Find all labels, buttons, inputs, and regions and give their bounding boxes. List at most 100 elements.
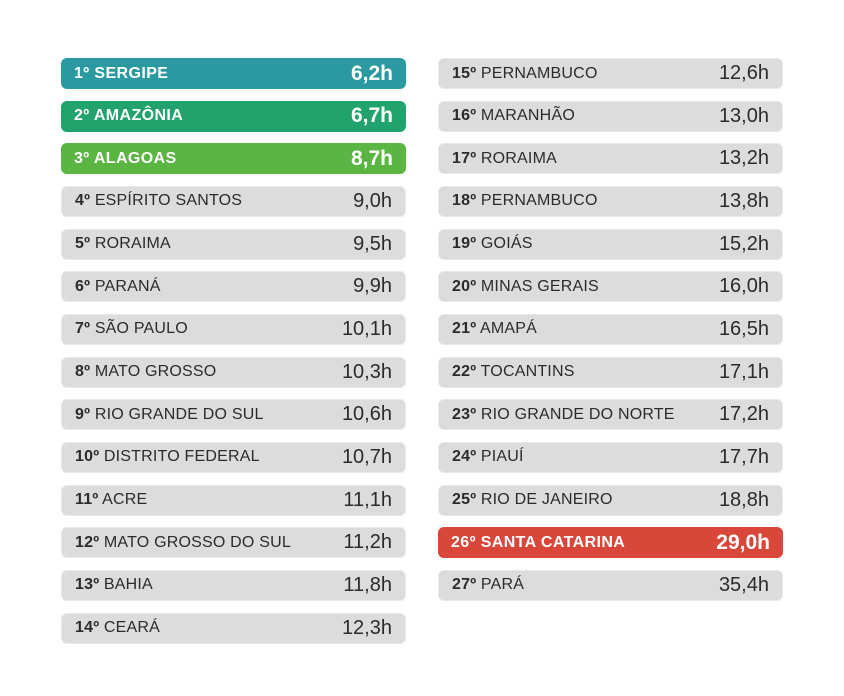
rank-number: 24º [452, 448, 477, 466]
state-name: SERGIPE [94, 64, 169, 82]
ranking-row: 11º ACRE 11,1h [61, 484, 406, 516]
rank-number: 26º [451, 533, 476, 551]
hours-value: 8,7h [350, 146, 393, 170]
ranking-row: 21º AMAPÁ 16,5h [438, 313, 783, 345]
hours-value: 9,9h [353, 275, 392, 298]
state-label: 1º SERGIPE [74, 65, 168, 83]
rank-number: 22º [452, 363, 477, 381]
ranking-row: 20º MINAS GERAIS 16,0h [438, 271, 783, 303]
rank-number: 25º [452, 491, 477, 509]
hours-value: 17,1h [718, 360, 769, 383]
ranking-row: 17º RORAIMA 13,2h [438, 143, 783, 175]
rank-number: 17º [452, 149, 477, 167]
state-name: PERNAMBUCO [480, 64, 598, 82]
state-name: GOIÁS [480, 235, 533, 253]
ranking-column-right: 15º PERNAMBUCO 12,6h 16º MARANHÃO 13,0h 17º … [438, 58, 783, 613]
state-name: RIO GRANDE DO NORTE [480, 405, 675, 423]
hours-value: 18,8h [718, 488, 769, 511]
rank-number: 12º [75, 533, 100, 551]
ranking-row: 18º PERNAMBUCO 13,8h [438, 185, 783, 217]
hours-value: 13,8h [718, 189, 769, 212]
state-label: 8º MATO GROSSO [75, 363, 216, 381]
hours-value: 9,0h [353, 189, 392, 212]
ranking-row: 5º RORAIMA 9,5h [61, 228, 406, 260]
ranking-row: 14º CEARÁ 12,3h [61, 612, 406, 644]
rank-number: 27º [452, 576, 477, 594]
hours-value: 12,6h [718, 62, 769, 84]
state-label: 11º ACRE [75, 491, 147, 509]
ranking-row: 9º RIO GRANDE DO SUL 10,6h [61, 399, 406, 431]
state-label: 6º PARANÁ [75, 278, 161, 296]
state-name: DISTRITO FEDERAL [103, 448, 260, 466]
ranking-row: 1º SERGIPE 6,2h [61, 58, 406, 89]
state-label: 22º TOCANTINS [452, 363, 575, 381]
state-label: 7º SÃO PAULO [75, 320, 188, 338]
state-name: SANTA CATARINA [480, 533, 626, 551]
rank-number: 19º [452, 235, 477, 253]
state-name: AMAZÔNIA [93, 107, 184, 125]
ranking-row: 13º BAHIA 11,8h [61, 569, 406, 601]
hours-value: 17,7h [718, 445, 769, 468]
ranking-row: 8º MATO GROSSO 10,3h [61, 356, 406, 388]
state-label: 12º MATO GROSSO DO SUL [75, 534, 291, 552]
state-label: 24º PIAUÍ [452, 448, 524, 466]
ranking-row: 27º PARÁ 35,4h [438, 569, 783, 601]
hours-value: 10,7h [341, 445, 392, 468]
rank-number: 20º [452, 277, 477, 295]
hours-value: 13,0h [718, 104, 769, 127]
state-label: 9º RIO GRANDE DO SUL [75, 406, 264, 424]
hours-value: 9,5h [353, 232, 392, 255]
state-name: PARANÁ [94, 277, 161, 295]
state-label: 10º DISTRITO FEDERAL [75, 448, 260, 466]
rank-number: 18º [452, 192, 477, 210]
rank-number: 3º [74, 149, 90, 167]
state-name: RIO DE JANEIRO [480, 491, 613, 509]
state-name: BAHIA [103, 576, 153, 594]
rank-number: 14º [75, 619, 100, 637]
ranking-row: 19º GOIÁS 15,2h [438, 228, 783, 260]
state-label: 13º BAHIA [75, 576, 153, 594]
state-name: AMAPÁ [480, 320, 538, 338]
rank-number: 4º [75, 192, 91, 210]
state-label: 25º RIO DE JANEIRO [452, 491, 613, 509]
rank-number: 13º [75, 576, 100, 594]
ranking-row: 26º SANTA CATARINA 29,0h [438, 527, 783, 559]
rank-number: 21º [452, 320, 477, 338]
state-label: 21º AMAPÁ [452, 320, 537, 338]
ranking-row: 12º MATO GROSSO DO SUL 11,2h [61, 527, 406, 559]
state-name: MATO GROSSO [94, 363, 217, 381]
hours-value: 10,1h [341, 317, 392, 340]
hours-value: 16,5h [718, 317, 769, 340]
state-name: PIAUÍ [480, 448, 524, 466]
ranking-row: 22º TOCANTINS 17,1h [438, 356, 783, 388]
rank-number: 5º [75, 235, 91, 253]
state-label: 16º MARANHÃO [452, 107, 575, 125]
state-name: RORAIMA [480, 149, 557, 167]
state-label: 3º ALAGOAS [74, 150, 177, 168]
state-name: MATO GROSSO DO SUL [103, 533, 291, 551]
hours-value: 29,0h [716, 530, 770, 554]
state-label: 5º RORAIMA [75, 235, 171, 253]
state-label: 14º CEARÁ [75, 619, 160, 637]
state-name: PERNAMBUCO [480, 192, 598, 210]
hours-value: 11,2h [343, 531, 392, 554]
state-name: ACRE [102, 491, 148, 509]
ranking-row: 3º ALAGOAS 8,7h [61, 143, 406, 175]
state-label: 19º GOIÁS [452, 235, 533, 253]
hours-value: 13,2h [718, 147, 769, 170]
rank-number: 10º [75, 448, 100, 466]
state-name: RIO GRANDE DO SUL [94, 405, 264, 423]
state-label: 15º PERNAMBUCO [452, 65, 598, 83]
rank-number: 15º [452, 64, 477, 82]
ranking-row: 6º PARANÁ 9,9h [61, 271, 406, 303]
state-name: CEARÁ [103, 619, 161, 637]
hours-value: 10,6h [341, 403, 392, 426]
ranking-row: 16º MARANHÃO 13,0h [438, 100, 783, 132]
state-label: 26º SANTA CATARINA [451, 534, 625, 552]
rank-number: 1º [74, 64, 90, 82]
state-label: 2º AMAZÔNIA [74, 107, 183, 125]
ranking-row: 25º RIO DE JANEIRO 18,8h [438, 484, 783, 516]
rank-number: 2º [74, 107, 90, 125]
hours-value: 6,2h [350, 61, 393, 85]
state-label: 27º PARÁ [452, 576, 524, 594]
